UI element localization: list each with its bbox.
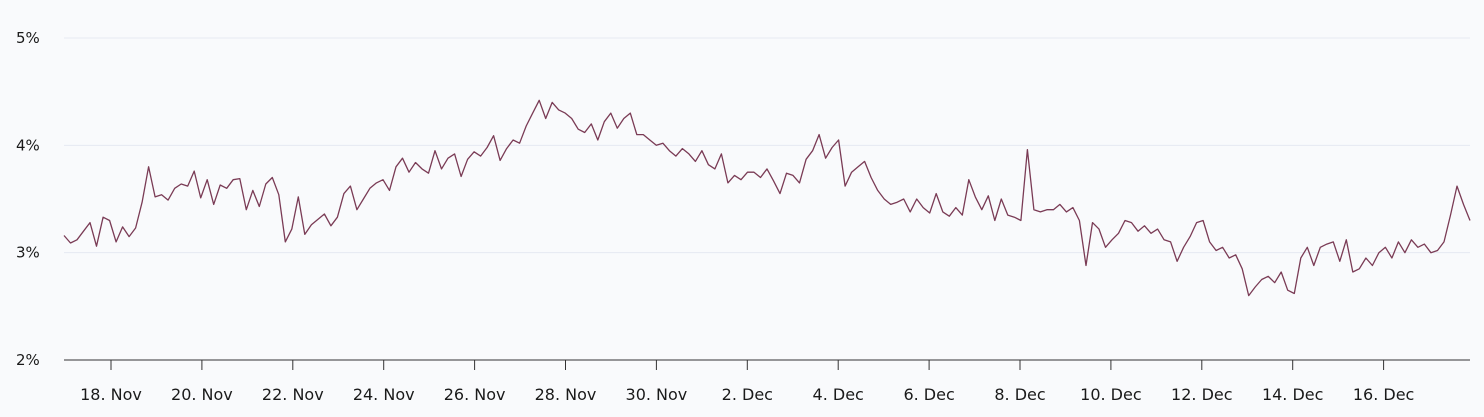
x-tick-label: 6. Dec xyxy=(903,385,954,404)
x-tick-label: 10. Dec xyxy=(1080,385,1142,404)
x-tick-label: 22. Nov xyxy=(262,385,324,404)
x-tick-label: 8. Dec xyxy=(994,385,1045,404)
x-tick-label: 4. Dec xyxy=(813,385,864,404)
y-axis-tick-labels: 2% 3% 4% 5% xyxy=(16,29,40,369)
x-tick-label: 24. Nov xyxy=(353,385,415,404)
x-tick-label: 2. Dec xyxy=(722,385,773,404)
x-axis: 18. Nov 20. Nov 22. Nov 24. Nov 26. Nov 28. N… xyxy=(64,359,1470,404)
y-tick-label: 3% xyxy=(16,244,40,262)
series-line xyxy=(63,99,1471,297)
x-tick-label: 28. Nov xyxy=(535,385,597,404)
x-tick-label: 14. Dec xyxy=(1262,385,1324,404)
x-tick-label: 12. Dec xyxy=(1171,385,1233,404)
grid-lines xyxy=(64,37,1470,254)
y-tick-label: 2% xyxy=(16,351,40,369)
y-tick-label: 5% xyxy=(16,29,40,47)
x-tick-label: 20. Nov xyxy=(171,385,233,404)
x-tick-label: 26. Nov xyxy=(444,385,506,404)
x-tick-label: 18. Nov xyxy=(80,385,142,404)
x-tick-label: 30. Nov xyxy=(626,385,688,404)
series-lines xyxy=(63,99,1471,297)
y-tick-label: 4% xyxy=(16,136,40,154)
x-tick-label: 16. Dec xyxy=(1353,385,1415,404)
